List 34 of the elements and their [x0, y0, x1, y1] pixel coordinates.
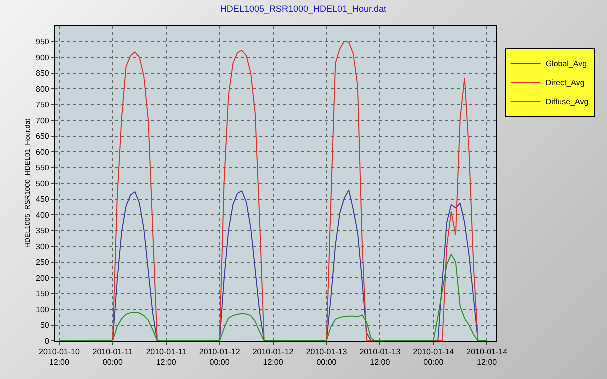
legend-label: Direct_Avg	[546, 78, 585, 88]
y-tick-label: 200	[36, 274, 50, 283]
y-tick-label: 150	[36, 290, 50, 299]
y-tick-label: 0	[44, 336, 50, 346]
y-tick-label: 450	[36, 195, 50, 204]
x-tick-label: 2010-01-12 00:00	[199, 348, 241, 367]
y-tick-label: 350	[36, 226, 50, 236]
x-tick-label: 2010-01-11 12:00	[146, 348, 188, 367]
y-tick-label: 700	[36, 116, 50, 126]
x-tick-label: 2010-01-11 00:00	[92, 348, 134, 367]
y-tick-label: 650	[36, 132, 50, 142]
x-tick-label: 2010-01-13 00:00	[306, 348, 348, 367]
x-tick-label: 2010-01-12 12:00	[252, 348, 294, 367]
y-tick-label: 400	[36, 210, 50, 220]
x-tick-label: 2010-01-14 12:00	[466, 348, 508, 367]
y-tick-label: 850	[36, 69, 50, 78]
chart-title: HDEL1005_RSR1000_HDEL01_Hour.dat	[220, 4, 388, 14]
x-tick-label: 2010-01-14 00:00	[413, 348, 455, 367]
y-tick-label: 600	[36, 148, 50, 157]
y-tick-label: 750	[36, 100, 50, 110]
y-tick-label: 100	[36, 305, 50, 314]
y-tick-label: 550	[36, 164, 50, 173]
y-tick-label: 900	[36, 53, 50, 62]
line-series	[58, 254, 488, 341]
legend-label: Global_Avg	[546, 60, 588, 69]
legend-label: Diffuse_Avg	[546, 98, 589, 107]
y-tick-label: 50	[40, 321, 50, 330]
y-tick-label: 300	[36, 242, 50, 252]
y-tick-label: 800	[36, 84, 50, 94]
x-tick-label: 2010-01-10 12:00	[38, 348, 80, 367]
y-tick-label: 500	[36, 179, 50, 188]
y-tick-label: 950	[36, 38, 50, 47]
y-tick-label: 250	[36, 258, 50, 268]
x-tick-label: 2010-01-13 12:00	[360, 348, 402, 367]
